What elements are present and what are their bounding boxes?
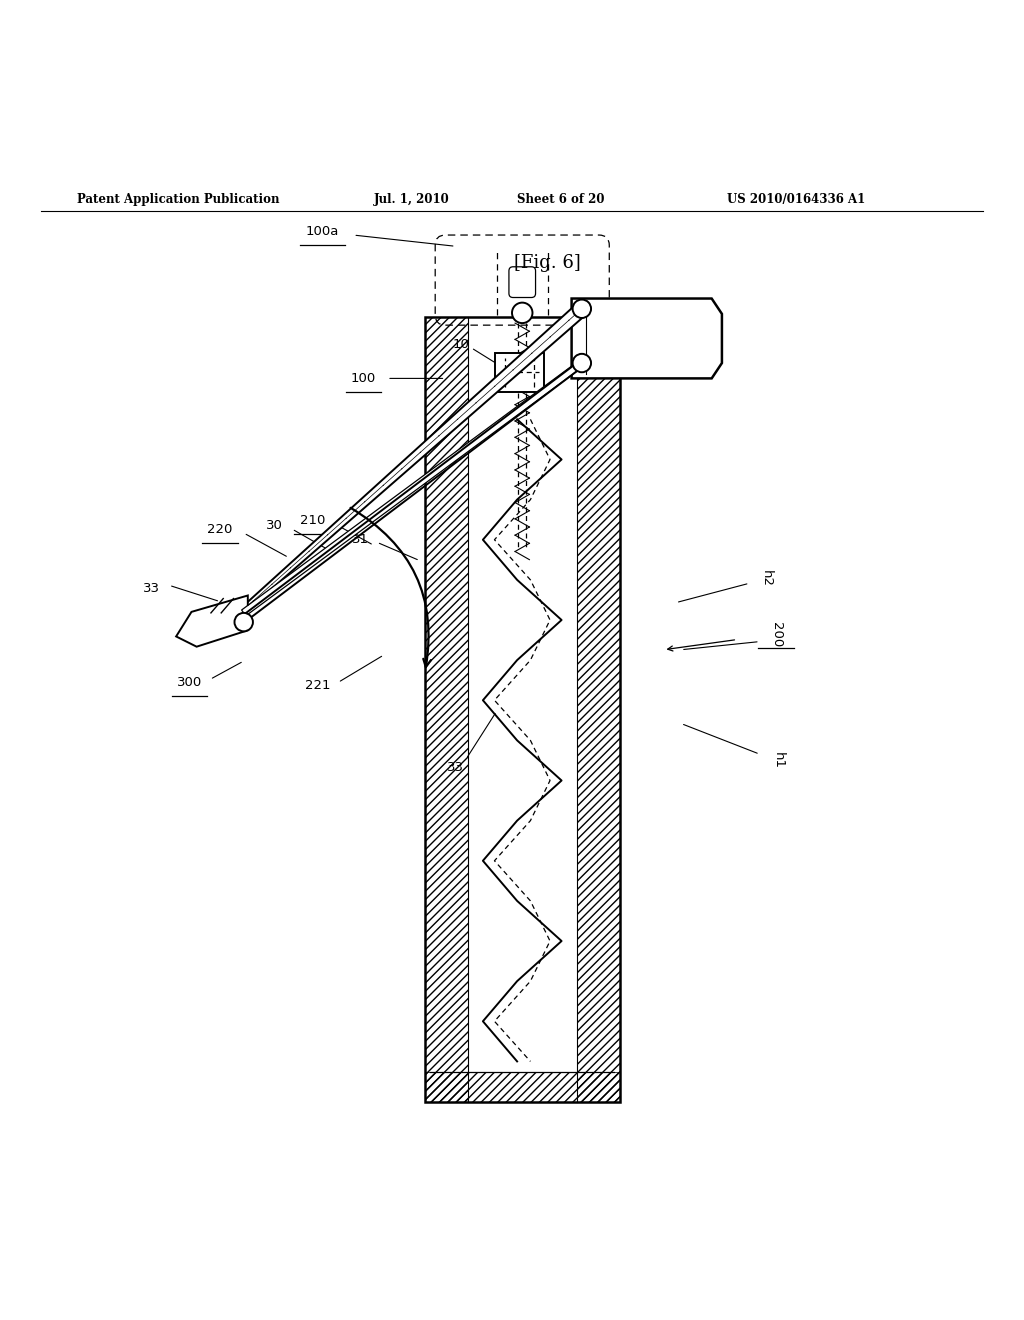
Text: US 2010/0164336 A1: US 2010/0164336 A1 [727, 193, 865, 206]
Text: [Fig. 6]: [Fig. 6] [514, 253, 582, 272]
Text: 100a: 100a [306, 226, 339, 239]
Text: 33: 33 [143, 582, 160, 595]
Text: 200: 200 [770, 622, 782, 647]
Circle shape [512, 302, 532, 323]
Polygon shape [571, 298, 722, 379]
Circle shape [234, 612, 253, 631]
Circle shape [572, 354, 591, 372]
Text: Patent Application Publication: Patent Application Publication [77, 193, 280, 206]
Text: 100: 100 [351, 372, 376, 385]
FancyArrowPatch shape [350, 508, 431, 667]
Text: 221: 221 [305, 678, 330, 692]
Text: Jul. 1, 2010: Jul. 1, 2010 [374, 193, 450, 206]
Text: 300: 300 [177, 676, 202, 689]
Text: 30: 30 [266, 519, 283, 532]
Circle shape [572, 300, 591, 318]
Text: 31: 31 [352, 533, 369, 545]
Text: h1: h1 [772, 752, 784, 768]
Text: h2: h2 [760, 570, 772, 586]
Text: 210: 210 [300, 515, 325, 527]
Polygon shape [176, 595, 248, 647]
Polygon shape [242, 360, 584, 615]
Polygon shape [495, 352, 544, 392]
Text: 33: 33 [447, 762, 464, 774]
Text: Sheet 6 of 20: Sheet 6 of 20 [517, 193, 604, 206]
Polygon shape [246, 304, 587, 609]
Text: 220: 220 [208, 524, 232, 536]
Text: 10: 10 [453, 338, 469, 351]
